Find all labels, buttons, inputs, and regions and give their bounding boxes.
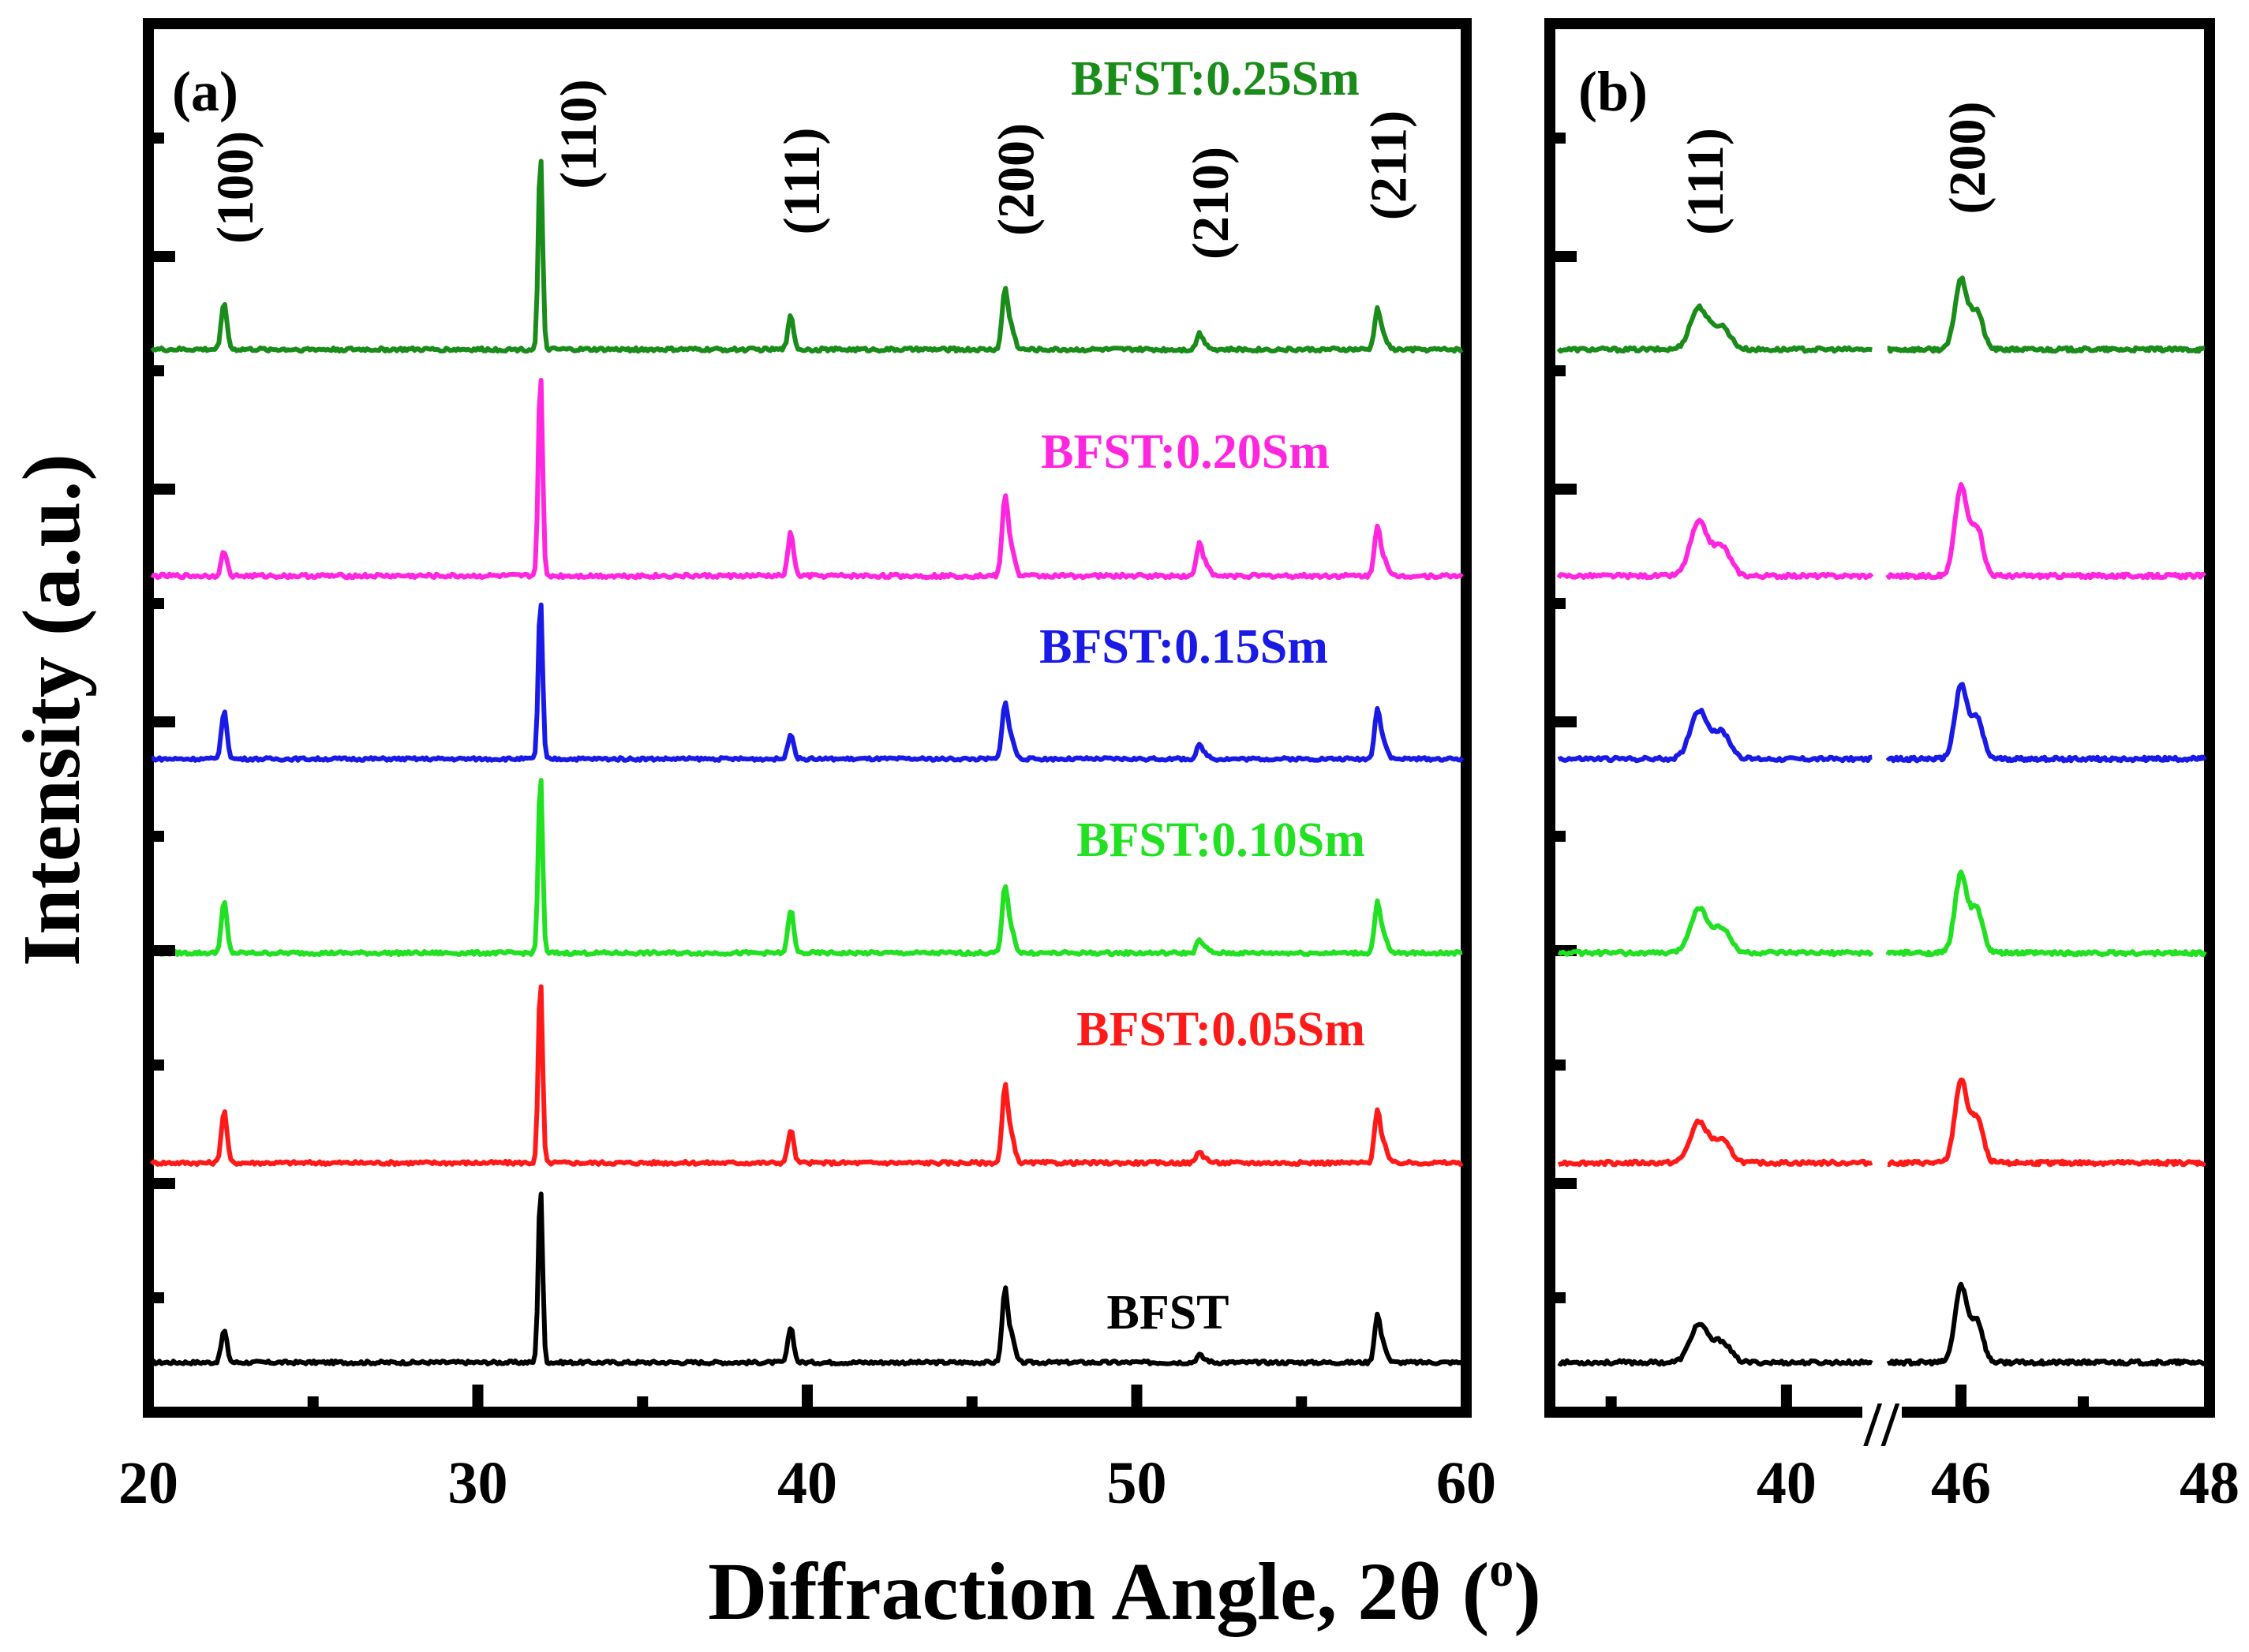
panel-b-label: (b) <box>1578 60 1648 123</box>
panel-a: (a) (100) (110) (111) (200) (210) (211) BFSTB… <box>143 18 1577 1418</box>
panel-a-ticks <box>148 133 1577 1412</box>
series-label-0: BFST <box>1106 1286 1229 1340</box>
panel-a-series <box>149 159 1465 1366</box>
series-line-b-4-seg0 <box>1556 518 1874 581</box>
axis-break-symbol: // <box>1863 1390 1900 1460</box>
series-line-b-1-seg0 <box>1557 1118 1873 1168</box>
peak-label-a-0: (100) <box>207 131 264 244</box>
peak-label-a-3: (200) <box>988 123 1046 236</box>
peak-label-a-5: (211) <box>1360 110 1417 220</box>
panel-b-peak-labels: (111) (200) <box>1677 102 1996 235</box>
panel-a-series-labels: BFST BFST:0.05Sm BFST:0.10Sm BFST:0.15Sm BFS… <box>1039 52 1365 1340</box>
series-label-2: BFST:0.10Sm <box>1076 813 1365 867</box>
series-line-b-0-seg0 <box>1557 1321 1873 1367</box>
panel-a-xtick-labels: 20 30 40 50 60 <box>118 1450 1496 1516</box>
series-label-3: BFST:0.15Sm <box>1039 620 1328 674</box>
xtick-label-a: 40 <box>777 1450 837 1516</box>
x-axis-title: Diffraction Angle, 2θ (o) <box>708 1543 1541 1637</box>
panel-b: (b) (111) (200) // <box>1544 18 2215 1460</box>
panel-b-frame <box>1544 18 2215 1418</box>
xtick-label-b: 48 <box>2180 1450 2240 1516</box>
peak-label-b-1: (200) <box>1939 102 1996 215</box>
series-line-b-2-seg0 <box>1557 906 1874 958</box>
panel-b-ticks <box>1605 1385 2089 1412</box>
series-line-b-4-seg1 <box>1885 482 2206 581</box>
series-line-b-5-seg1 <box>1886 275 2206 354</box>
peak-label-b-0: (111) <box>1677 128 1734 235</box>
series-line-a-4 <box>150 378 1464 581</box>
xtick-label-a: 60 <box>1436 1450 1496 1516</box>
peak-label-a-1: (110) <box>550 79 608 189</box>
xtick-label-b: 40 <box>1757 1450 1817 1516</box>
panel-b-xtick-labels: 40 46 48 <box>1757 1450 2240 1516</box>
series-line-a-5 <box>150 159 1464 354</box>
series-line-b-1-seg1 <box>1886 1077 2207 1168</box>
axis-break-marker: // <box>1862 1390 1902 1460</box>
series-line-b-2-seg1 <box>1885 869 2207 958</box>
series-line-b-5-seg0 <box>1556 303 1873 354</box>
series-line-a-1 <box>149 984 1464 1168</box>
series-label-1: BFST:0.05Sm <box>1076 1003 1365 1056</box>
series-line-b-3-seg1 <box>1885 682 2207 764</box>
series-line-b-3-seg0 <box>1557 708 1873 764</box>
xtick-label-b: 46 <box>1931 1450 1991 1516</box>
xtick-label-a: 50 <box>1107 1450 1167 1516</box>
series-line-a-0 <box>151 1191 1464 1366</box>
series-line-a-2 <box>150 778 1463 958</box>
panel-a-label: (a) <box>172 60 238 123</box>
series-line-a-3 <box>151 602 1465 763</box>
panel-a-peak-labels: (100) (110) (111) (200) (210) (211) <box>207 79 1417 260</box>
xtick-label-a: 30 <box>448 1450 508 1516</box>
y-axis-title: Intensity (a.u.) <box>6 454 97 966</box>
panel-b-series <box>1556 275 2207 1367</box>
series-label-4: BFST:0.20Sm <box>1041 425 1330 479</box>
series-label-5: BFST:0.25Sm <box>1071 52 1360 106</box>
peak-label-a-2: (111) <box>773 128 831 235</box>
peak-label-a-4: (210) <box>1182 147 1240 260</box>
xtick-label-a: 20 <box>118 1450 178 1516</box>
series-line-b-0-seg1 <box>1886 1281 2206 1367</box>
